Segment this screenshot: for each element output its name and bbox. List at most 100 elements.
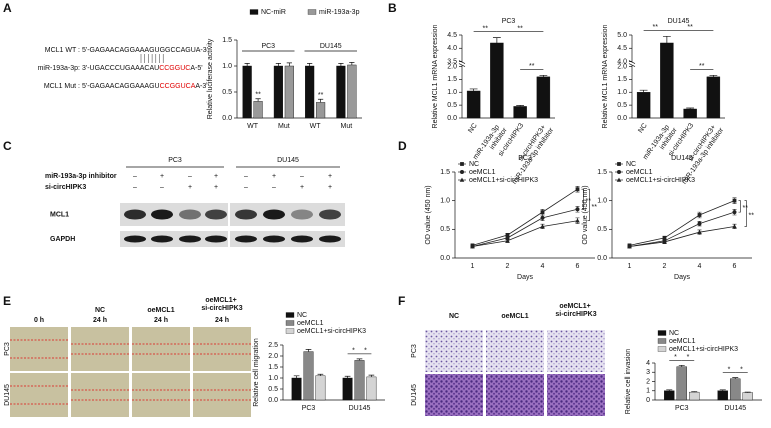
legend-marker	[617, 162, 621, 166]
y-tick-label: 1.5	[440, 169, 450, 176]
wound-image	[132, 327, 190, 371]
wound-image	[71, 327, 129, 371]
y-axis-label: OD value (450 nm)	[582, 185, 589, 244]
y-tick-label: 1.5	[617, 76, 627, 83]
y-tick-label: 0.0	[440, 255, 450, 262]
blot-sign: –	[272, 184, 276, 191]
bar	[354, 360, 365, 401]
error-bar	[539, 74, 548, 77]
legend-label: oeMCL1+si-circHIPK3	[626, 177, 695, 184]
series-line	[629, 226, 735, 247]
point	[662, 239, 667, 244]
y-tick-label: 2.0	[617, 63, 627, 70]
blot-band	[124, 235, 146, 243]
legend-label: NC	[626, 161, 636, 168]
sequence-part: 5'-GAGAACAGGAAAGUGGCCAGUA-3'	[82, 47, 208, 54]
sequence-part: A-3'	[195, 83, 207, 90]
y-tick-label: 1.0	[597, 198, 607, 205]
legend-swatch	[285, 312, 295, 318]
significance: **	[529, 63, 535, 70]
blot-band	[151, 209, 173, 220]
blot-band	[235, 209, 257, 220]
blot-band	[319, 209, 341, 220]
legend-label: oeMCL1+si-circHIPK3	[669, 346, 738, 353]
blot-band-label: MCL1	[50, 211, 69, 218]
bar	[305, 65, 315, 119]
bar	[347, 64, 357, 119]
wound-image	[10, 327, 68, 371]
bar	[366, 376, 377, 401]
error-bar	[356, 358, 363, 361]
y-tick-label: 1.5	[597, 169, 607, 176]
point	[575, 218, 580, 223]
y-axis-label: OD value (450 nm)	[425, 185, 432, 244]
chart-title: DU145	[671, 155, 693, 162]
sequence-label: MCL1 WT :	[45, 47, 80, 54]
point	[732, 224, 737, 229]
column-title: NC	[449, 313, 459, 320]
bracket	[744, 200, 747, 227]
legend-swatch	[657, 338, 667, 344]
significance: **	[653, 24, 659, 31]
error-bar	[709, 74, 718, 77]
chart-title: PC3	[502, 18, 516, 25]
error-bar	[691, 391, 698, 393]
legend-label: NC-miR	[261, 9, 286, 16]
wound-image	[71, 373, 129, 417]
blot-sign: +	[214, 184, 218, 191]
y-tick-label: 4.5	[617, 45, 627, 52]
x-axis-label: Days	[517, 274, 533, 281]
sequence-part: CCGGUC	[159, 65, 190, 72]
y-tick-label: 0.5	[222, 89, 232, 96]
panel-label: F	[398, 294, 405, 308]
series-line	[472, 188, 578, 246]
blot-band	[179, 235, 201, 243]
x-tick-label: 1	[471, 263, 475, 270]
point	[575, 207, 580, 212]
blot-sign: +	[272, 173, 276, 180]
legend-marker	[460, 170, 464, 174]
error-bar	[678, 364, 685, 367]
row-label: DU145	[411, 384, 418, 406]
pairing-lines	[140, 54, 164, 63]
text-line: oeMCL1+	[559, 303, 592, 310]
significance: *	[687, 354, 690, 361]
x-tick-label: Mut	[341, 123, 353, 130]
bar	[636, 92, 651, 119]
y-tick-label: 0.0	[268, 397, 278, 404]
column-time: 0 h	[34, 317, 44, 324]
sequence: 3'-UGACCCUGAAACAUCCGGUCA-5'	[82, 65, 203, 72]
legend-label: miR-193a-3p	[319, 9, 360, 16]
blot-band	[319, 235, 341, 243]
x-tick-label: DU145	[349, 405, 371, 412]
error-bar	[469, 88, 478, 91]
series-line	[472, 220, 578, 247]
legend-label: oeMCL1	[669, 338, 696, 345]
sequence-label: MCL1 Mut :	[44, 83, 80, 90]
column-time: 24 h	[215, 317, 229, 324]
blot-band	[151, 235, 173, 243]
x-tick-label: NC	[467, 122, 479, 134]
bar	[342, 377, 353, 401]
y-tick-label: 2.5	[268, 342, 278, 349]
blot-sign: +	[214, 173, 218, 180]
y-tick-label: 0.0	[222, 115, 232, 122]
error-bar	[344, 375, 351, 378]
bar	[742, 392, 753, 401]
blot-band	[263, 235, 285, 243]
x-tick-label: PC3	[302, 405, 316, 412]
bracket	[581, 188, 584, 210]
x-tick-label: WT	[310, 123, 322, 130]
blot-sign: +	[300, 184, 304, 191]
y-axis-label: Relative cell migration	[253, 338, 260, 407]
y-tick-label: 1.0	[447, 89, 457, 96]
error-bar	[317, 373, 324, 376]
y-axis-label: Relative cell invasion	[625, 349, 632, 414]
bar	[273, 65, 283, 119]
y-tick-label: 0.5	[268, 386, 278, 393]
sequence: 5'-GAGAACAGGAAAGUGGCCAGUA-3'	[82, 47, 208, 54]
bar	[536, 76, 551, 119]
sequence-part: CCGGUCA	[160, 83, 196, 90]
point	[505, 233, 510, 237]
sequence-part: A-5'	[190, 65, 202, 72]
